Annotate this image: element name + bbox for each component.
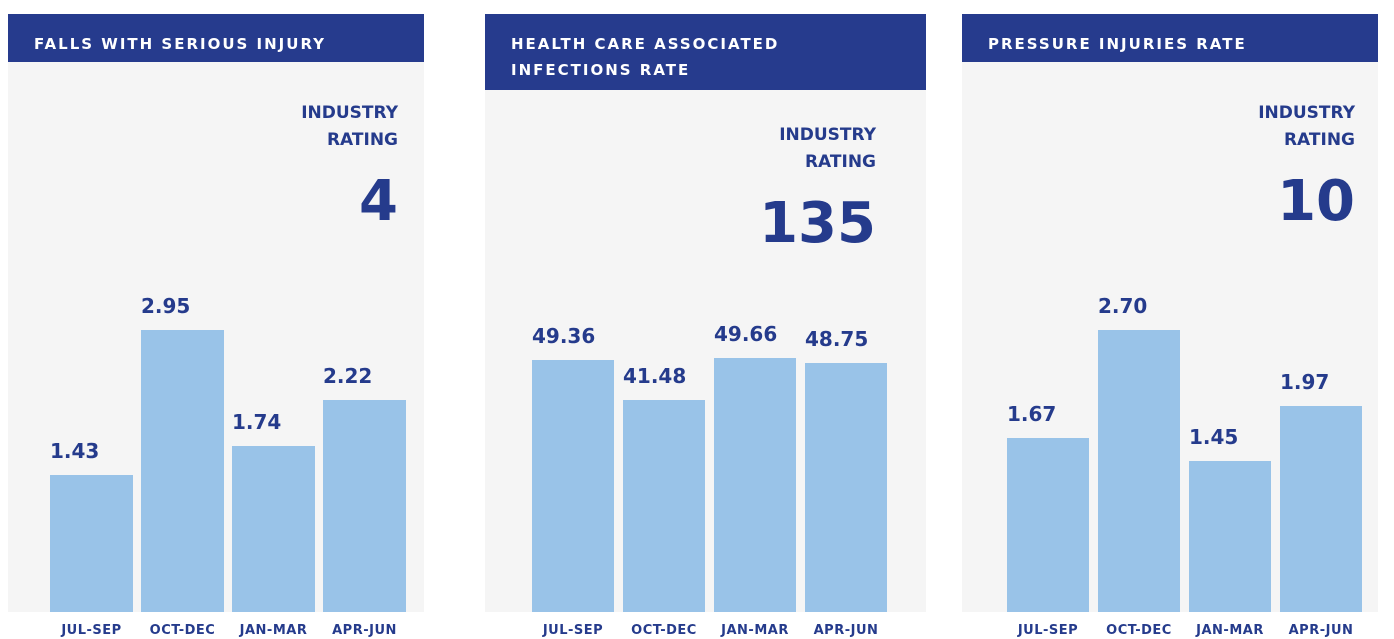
bar — [714, 358, 796, 612]
value-label: 48.75 — [805, 327, 868, 351]
value-label: 2.22 — [323, 364, 372, 388]
bar — [1098, 330, 1180, 612]
rating-label: INDUSTRY RATING — [1225, 100, 1355, 154]
bar — [50, 475, 133, 612]
x-tick-label: JUL-SEP — [42, 623, 142, 638]
bar — [532, 360, 614, 612]
panel-title: HEALTH CARE ASSOCIATED INFECTIONS RATE — [485, 14, 926, 90]
bar — [805, 363, 887, 612]
x-tick-label: APR-JUN — [796, 623, 896, 638]
rating-label: INDUSTRY RATING — [746, 122, 876, 176]
rating-value: 10 — [1155, 172, 1355, 232]
x-tick-label: OCT-DEC — [614, 623, 714, 638]
bar — [1280, 406, 1362, 612]
rating-value: 135 — [676, 194, 876, 254]
bar — [141, 330, 224, 612]
value-label: 41.48 — [623, 364, 686, 388]
value-label: 1.74 — [232, 410, 281, 434]
value-label: 1.43 — [50, 439, 99, 463]
rating-label: INDUSTRY RATING — [268, 100, 398, 154]
bar — [323, 400, 406, 612]
value-label: 1.45 — [1189, 425, 1238, 449]
bar — [1007, 438, 1089, 612]
panel-title: PRESSURE INJURIES RATE — [962, 14, 1378, 62]
page: FALLS WITH SERIOUS INJURY INDUSTRY RATING… — [0, 0, 1394, 639]
value-label: 1.67 — [1007, 402, 1056, 426]
bar — [1189, 461, 1271, 612]
x-tick-label: JAN-MAR — [705, 623, 805, 638]
value-label: 1.97 — [1280, 370, 1329, 394]
x-tick-label: JAN-MAR — [1180, 623, 1280, 638]
x-tick-label: OCT-DEC — [1089, 623, 1189, 638]
x-tick-label: OCT-DEC — [133, 623, 233, 638]
rating-value: 4 — [198, 172, 398, 232]
value-label: 49.36 — [532, 324, 595, 348]
bar — [232, 446, 315, 612]
x-tick-label: JAN-MAR — [224, 623, 324, 638]
x-tick-label: JUL-SEP — [523, 623, 623, 638]
x-tick-label: JUL-SEP — [998, 623, 1098, 638]
value-label: 2.95 — [141, 294, 190, 318]
x-tick-label: APR-JUN — [1271, 623, 1371, 638]
x-tick-label: APR-JUN — [315, 623, 415, 638]
value-label: 2.70 — [1098, 294, 1147, 318]
bar — [623, 400, 705, 612]
value-label: 49.66 — [714, 322, 777, 346]
panel-title: FALLS WITH SERIOUS INJURY — [8, 14, 424, 62]
